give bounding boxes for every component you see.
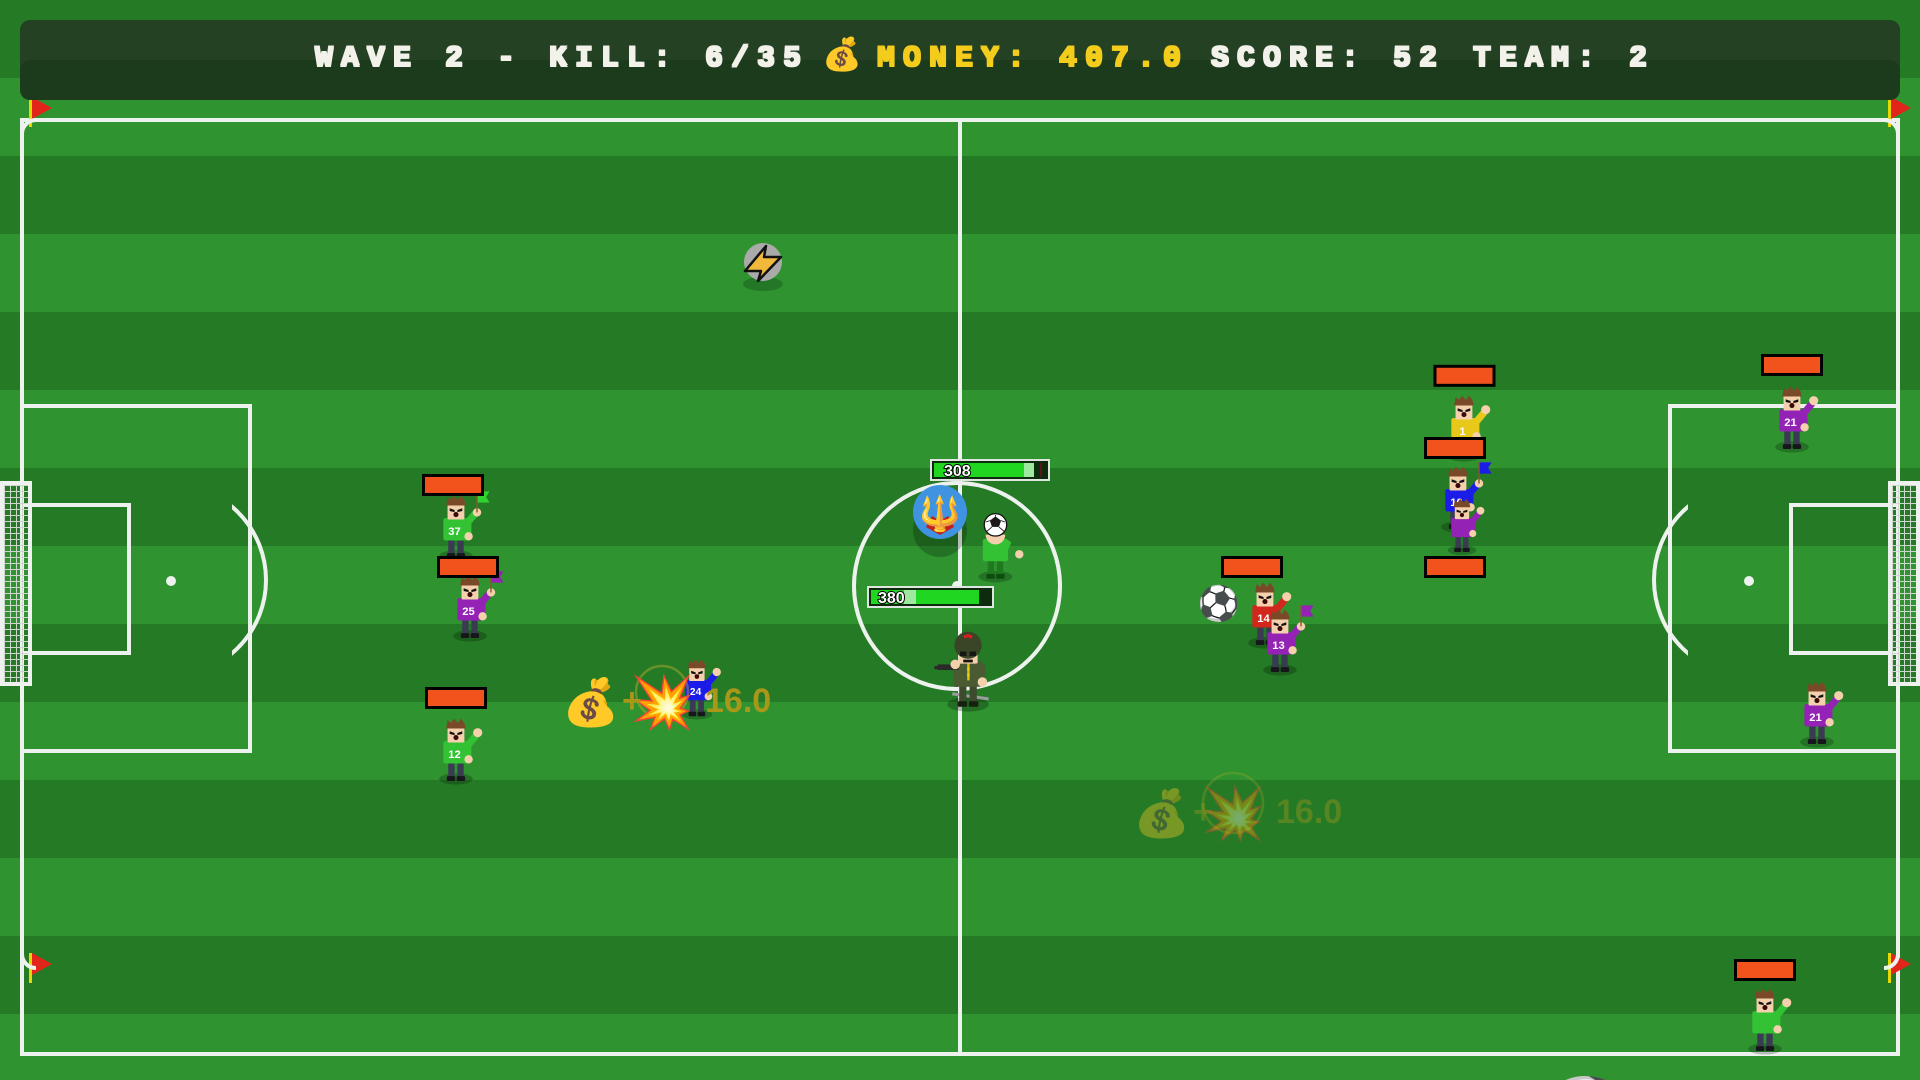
svg-text:37: 37 [448,526,460,538]
svg-text:12: 12 [448,749,460,761]
svg-text:14: 14 [1257,613,1270,625]
svg-text:13: 13 [1272,640,1284,652]
svg-text:🔱: 🔱 [919,494,961,533]
svg-text:380: 380 [878,590,905,607]
svg-text:16.0: 16.0 [1276,793,1342,831]
svg-text:21: 21 [1784,417,1796,429]
svg-text:1: 1 [1459,426,1465,438]
svg-text:16.0: 16.0 [705,682,771,720]
svg-text:💰: 💰 [1133,787,1190,841]
svg-text:308: 308 [944,463,971,480]
svg-text:⚽: ⚽ [1196,584,1240,623]
svg-text:+: + [1193,793,1213,831]
svg-text:21: 21 [1809,712,1821,724]
svg-text:+: + [622,682,642,720]
svg-text:⚽: ⚽ [1526,1074,1644,1080]
svg-text:25: 25 [462,606,474,618]
svg-text:💰: 💰 [562,676,619,730]
